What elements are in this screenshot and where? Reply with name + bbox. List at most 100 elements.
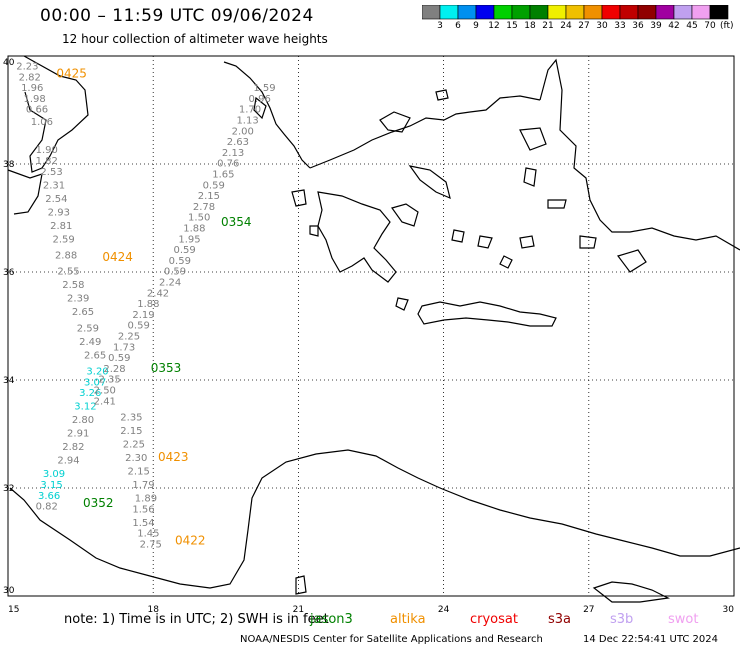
lon-tick-label: 15	[8, 605, 19, 615]
swh-value: 1.06	[31, 117, 53, 128]
coastline-thasos	[435, 89, 449, 101]
swh-value: 2.35	[120, 413, 142, 424]
swh-value: 0.66	[26, 105, 48, 116]
track-time-label: 0422	[175, 534, 206, 548]
swh-value: 1.96	[21, 83, 43, 94]
coastline-turkey	[539, 58, 740, 251]
swh-value: 1.89	[135, 494, 157, 505]
color-swatch	[709, 5, 729, 20]
lon-tick-label: 21	[293, 605, 304, 615]
color-scale-label: 6	[455, 21, 461, 31]
swh-value: 2.59	[53, 234, 75, 245]
coastline-sicily	[7, 169, 43, 215]
swh-value: 2.13	[222, 148, 244, 159]
swh-value: 2.78	[193, 202, 215, 213]
color-scale-label: 42	[668, 21, 680, 31]
lat-tick-label: 38	[3, 160, 15, 170]
footer-timestamp: 14 Dec 22:54:41 UTC 2024	[583, 634, 718, 645]
swh-value: 2.31	[43, 180, 65, 191]
satellite-tracks: 2.232.821.961.980.661.0604251.901.822.53…	[16, 62, 275, 551]
swh-value: 3.20	[86, 367, 108, 378]
swh-value: 2.15	[120, 426, 142, 437]
track-time-label: 0353	[151, 361, 182, 375]
swh-value: 1.65	[212, 170, 234, 181]
coastline-peloponnese	[317, 191, 397, 283]
footer-credit: NOAA/NESDIS Center for Satellite Applica…	[240, 634, 543, 645]
coastline-chalkidiki	[379, 111, 411, 133]
swh-value: 0.59	[203, 180, 225, 191]
color-scale-label: 36	[632, 21, 644, 31]
swh-value: 2.25	[123, 440, 145, 451]
coastline-cyclades-2	[477, 235, 493, 249]
color-scale-bar	[422, 5, 729, 20]
swh-value: 1.56	[132, 504, 154, 515]
swh-value: 2.75	[140, 539, 162, 550]
swh-value: 2.15	[128, 467, 150, 478]
swh-value: 2.88	[55, 251, 77, 262]
lat-tick-label: 32	[3, 484, 14, 494]
swh-value: 2.50	[94, 386, 116, 397]
coastline-libya	[9, 449, 740, 589]
swh-value: 1.73	[113, 342, 135, 353]
track-0352: 0352	[83, 496, 114, 510]
track-0353: 2.421.882.190.592.251.730.592.282.352.50…	[94, 288, 182, 407]
coastline-zakynthos	[309, 225, 319, 237]
swh-value: 1.59	[253, 83, 275, 94]
coastline-dodecanese	[579, 235, 597, 249]
axis-ticks: 15 18 21 24 27 30 30 32 34 36 38 40	[3, 58, 734, 615]
track-0422: 1.56 1.541.452.75 0422	[132, 504, 205, 550]
swh-value: 2.35	[99, 375, 121, 386]
map-subtitle: 12 hour collection of altimeter wave hei…	[62, 32, 328, 46]
swh-value: 2.41	[94, 396, 116, 407]
legend-sat-cryosat: cryosat	[470, 612, 518, 627]
track-0424: 1.901.822.53 2.31 2.54 2.93 2.81 2.59 2.88 2.55…	[36, 145, 133, 512]
coastline-italy	[23, 55, 89, 173]
legend-sat-s3b: s3b	[610, 612, 634, 627]
legend-sat-jason3: jason3	[310, 612, 353, 627]
graticule	[8, 56, 734, 596]
swh-value: 3.09	[43, 469, 65, 480]
swh-value: 1.90	[36, 145, 58, 156]
lat-tick-label: 34	[3, 376, 15, 386]
swh-value: 2.53	[40, 167, 62, 178]
color-scale-label: 27	[578, 21, 590, 31]
track-0423: 2.35 2.15 2.25 2.30 2.15 1.79 1.89 0423	[120, 413, 188, 505]
color-scale-label: 24	[560, 21, 572, 31]
swh-value: 2.65	[84, 350, 106, 361]
coastline-crete	[417, 301, 557, 327]
swh-value: 2.81	[50, 221, 72, 232]
track-0354: 1.590.961.701.132.002.632.130.761.650.59…	[159, 83, 276, 288]
swh-value: 1.50	[188, 213, 210, 224]
swh-value: 0.59	[108, 353, 130, 364]
swh-value: 1.88	[137, 299, 159, 310]
swh-value: 2.91	[67, 429, 89, 440]
swh-value: 2.94	[57, 456, 79, 467]
swh-value: 2.63	[227, 137, 249, 148]
swh-value: 2.93	[48, 207, 70, 218]
swh-value: 1.82	[36, 156, 58, 167]
track-time-label: 0424	[102, 250, 133, 264]
legend-note: note: 1) Time is in UTC; 2) SWH is in fe…	[64, 612, 329, 627]
color-scale-label: 15	[506, 21, 518, 31]
swh-value: 3.07	[84, 377, 106, 388]
coastline-kefalonia	[291, 189, 307, 207]
swh-value: 2.00	[232, 126, 254, 137]
swh-value: 2.25	[118, 332, 140, 343]
lon-tick-label: 30	[723, 605, 735, 615]
color-scale-label: 70	[704, 21, 716, 31]
coastline-chios	[523, 167, 537, 187]
coastline-attica	[391, 203, 419, 227]
swh-value: 2.54	[45, 194, 67, 205]
color-scale-unit: (ft)	[720, 21, 734, 31]
lon-tick-label: 27	[583, 605, 594, 615]
swh-value: 2.19	[132, 310, 154, 321]
color-scale-label: 3	[437, 21, 443, 31]
color-scale-label: 9	[473, 21, 479, 31]
lat-tick-label: 30	[3, 586, 15, 596]
legend-sat-altika: altika	[390, 612, 426, 627]
color-scale-label: 18	[524, 21, 536, 31]
swh-value: 1.45	[137, 529, 159, 540]
swh-value: 1.88	[183, 224, 205, 235]
color-scale-label: 45	[686, 21, 698, 31]
track-time-label: 0352	[83, 496, 114, 510]
